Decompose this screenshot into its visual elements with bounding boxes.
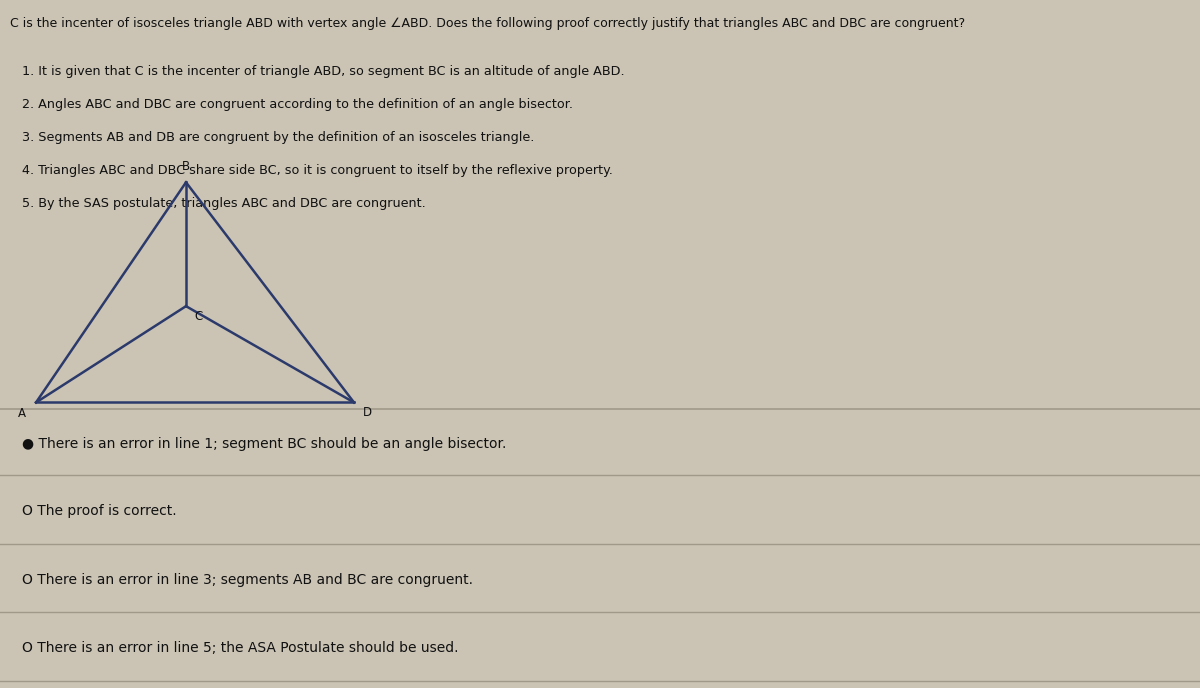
Text: O The proof is correct.: O The proof is correct.	[22, 504, 176, 518]
Text: O There is an error in line 3; segments AB and BC are congruent.: O There is an error in line 3; segments …	[22, 572, 473, 587]
Text: O There is an error in line 5; the ASA Postulate should be used.: O There is an error in line 5; the ASA P…	[22, 641, 458, 656]
Text: D: D	[362, 406, 372, 419]
Text: C: C	[194, 310, 203, 323]
Text: C is the incenter of isosceles triangle ABD with vertex angle ∠ABD. Does the fol: C is the incenter of isosceles triangle …	[10, 17, 965, 30]
Text: 5. By the SAS postulate, triangles ABC and DBC are congruent.: 5. By the SAS postulate, triangles ABC a…	[22, 197, 425, 211]
Text: 2. Angles ABC and DBC are congruent according to the definition of an angle bise: 2. Angles ABC and DBC are congruent acco…	[22, 98, 572, 111]
Text: ● There is an error in line 1; segment BC should be an angle bisector.: ● There is an error in line 1; segment B…	[22, 437, 506, 451]
Text: 3. Segments AB and DB are congruent by the definition of an isosceles triangle.: 3. Segments AB and DB are congruent by t…	[22, 131, 534, 144]
Text: A: A	[18, 407, 26, 420]
Text: 4. Triangles ABC and DBC share side BC, so it is congruent to itself by the refl: 4. Triangles ABC and DBC share side BC, …	[22, 164, 612, 178]
Text: B: B	[182, 160, 190, 173]
Text: 1. It is given that C is the incenter of triangle ABD, so segment BC is an altit: 1. It is given that C is the incenter of…	[22, 65, 624, 78]
